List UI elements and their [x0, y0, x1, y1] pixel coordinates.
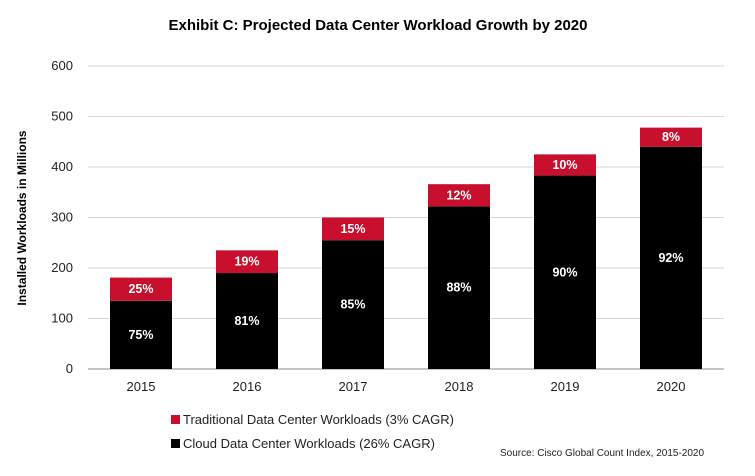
data-label-cloud: 92% [658, 251, 683, 265]
source-note: Source: Cisco Global Count Index, 2015-2… [500, 448, 704, 459]
data-label-traditional: 12% [446, 188, 471, 202]
bar-cloud [428, 206, 490, 369]
gridlines [88, 65, 724, 370]
chart-title: Exhibit C: Projected Data Center Workloa… [169, 17, 588, 34]
data-label-cloud: 81% [234, 314, 259, 328]
y-tick-labels: 0 100 200 300 400 500 600 [51, 58, 73, 376]
y-tick-label: 0 [66, 361, 73, 376]
bar-traditional [428, 184, 490, 207]
x-tick-label: 2017 [339, 379, 368, 394]
bar-traditional [110, 277, 172, 301]
x-tick-label: 2019 [551, 379, 580, 394]
y-tick-label: 200 [51, 260, 73, 275]
legend-label: Cloud Data Center Workloads (26% CAGR) [183, 436, 435, 451]
data-label-cloud: 90% [552, 265, 577, 279]
x-tick-label: 2016 [233, 379, 262, 394]
bar-cloud [322, 240, 384, 369]
legend-swatch [171, 439, 180, 448]
data-label-traditional: 10% [552, 158, 577, 172]
data-label-traditional: 25% [128, 282, 153, 296]
data-label-traditional: 8% [662, 130, 680, 144]
data-label-traditional: 19% [234, 255, 259, 269]
bars: 75% 25% 81% 19% 85% 15% 88% 12% 90% 10% 92% 8% [110, 127, 702, 369]
x-tick-label: 2018 [445, 379, 474, 394]
legend: Traditional Data Center Workloads (3% CA… [171, 412, 454, 451]
x-tick-label: 2020 [657, 379, 686, 394]
data-label-cloud: 85% [340, 298, 365, 312]
data-label-cloud: 75% [128, 328, 153, 342]
bar-cloud [534, 175, 596, 369]
legend-swatch [171, 415, 180, 424]
legend-label: Traditional Data Center Workloads (3% CA… [183, 412, 454, 427]
y-tick-label: 300 [51, 210, 73, 225]
bar-traditional [534, 154, 596, 176]
bar-cloud [216, 273, 278, 369]
bar-traditional [640, 127, 702, 147]
bar-traditional [322, 217, 384, 241]
x-tick-labels: 2015 2016 2017 2018 2019 2020 [127, 379, 686, 394]
data-label-cloud: 88% [446, 281, 471, 295]
y-tick-label: 400 [51, 159, 73, 174]
x-tick-label: 2015 [127, 379, 156, 394]
y-axis-label: Installed Workloads in Millions [15, 130, 29, 305]
bar-cloud [110, 300, 172, 369]
bar-cloud [640, 146, 702, 369]
data-label-traditional: 15% [340, 222, 365, 236]
y-tick-label: 100 [51, 311, 73, 326]
y-tick-label: 500 [51, 109, 73, 124]
y-tick-label: 600 [51, 58, 73, 73]
bar-traditional [216, 250, 278, 274]
